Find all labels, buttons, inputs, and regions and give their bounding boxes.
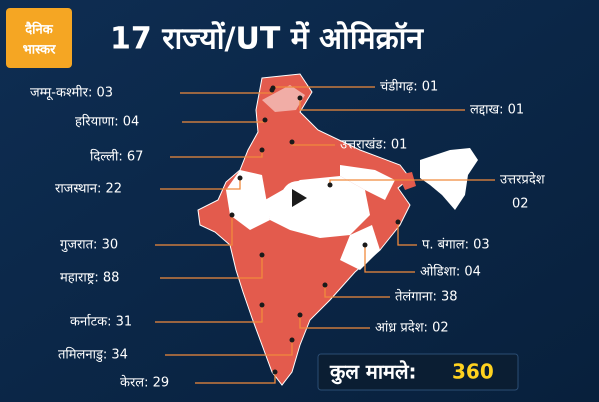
total-value: 360 [452, 360, 494, 384]
state-label: उत्तराखंड: 01 [340, 138, 407, 153]
state-label: उत्तरप्रदेश [500, 172, 546, 188]
india-map [197, 73, 478, 386]
state-dot [237, 175, 243, 181]
state-dot [259, 302, 265, 308]
state-label: चंडीगढ़: 01 [380, 79, 438, 95]
state-label: केरल: 29 [120, 375, 169, 391]
state-label: तेलंगाना: 38 [395, 289, 458, 305]
state-dot [327, 182, 333, 188]
state-label: प. बंगाल: 03 [422, 238, 490, 253]
state-dot [297, 312, 303, 318]
leader-line [364, 245, 415, 273]
state-dot [272, 369, 278, 375]
state-label: गुजरात: 30 [60, 238, 118, 253]
leader-line [397, 222, 417, 246]
leader-line [299, 98, 465, 111]
state-dot [362, 242, 368, 248]
total-box [317, 353, 519, 391]
state-dot [322, 282, 328, 288]
state-label: जम्मू-कश्मीर: 03 [30, 85, 113, 101]
leader-line [324, 285, 390, 298]
play-icon [292, 189, 307, 207]
state-label: कर्नाटक: 31 [70, 314, 132, 330]
state-label: तमिलनाडु: 34 [58, 347, 128, 363]
title: 17 राज्यों/UT में ओमिक्रॉन [110, 21, 424, 57]
logo-box [6, 8, 72, 68]
state-dot [395, 219, 401, 225]
logo-text: दैनिक [24, 22, 53, 38]
state-dot [259, 147, 265, 153]
state-label: आंध्र प्रदेश: 02 [375, 320, 449, 336]
state-dot [289, 337, 295, 343]
state-label: ओडिशा: 04 [420, 264, 481, 280]
leader-line [155, 215, 233, 246]
state-label: लद्दाख: 01 [470, 103, 524, 118]
leader-line [165, 340, 293, 356]
leader-line [155, 305, 263, 323]
state-dot [297, 95, 303, 101]
total-label: कुल मामले: [329, 360, 417, 385]
leader-line [160, 255, 263, 279]
state-label: हरियाणा: 04 [75, 114, 139, 130]
state-dot [229, 212, 235, 218]
leader-line [160, 178, 241, 190]
leader-line [299, 315, 370, 329]
state-label: दिल्ली: 67 [90, 149, 143, 165]
state-label: 02 [512, 197, 529, 212]
logo-text: भास्कर [23, 43, 57, 58]
state-dot [270, 85, 276, 91]
state-dot [289, 139, 295, 145]
state-label: राजस्थान: 22 [55, 182, 122, 197]
state-dot [259, 252, 265, 258]
state-label: महाराष्ट्र: 88 [60, 271, 119, 286]
leader-line [195, 372, 276, 384]
state-dot [262, 117, 268, 123]
